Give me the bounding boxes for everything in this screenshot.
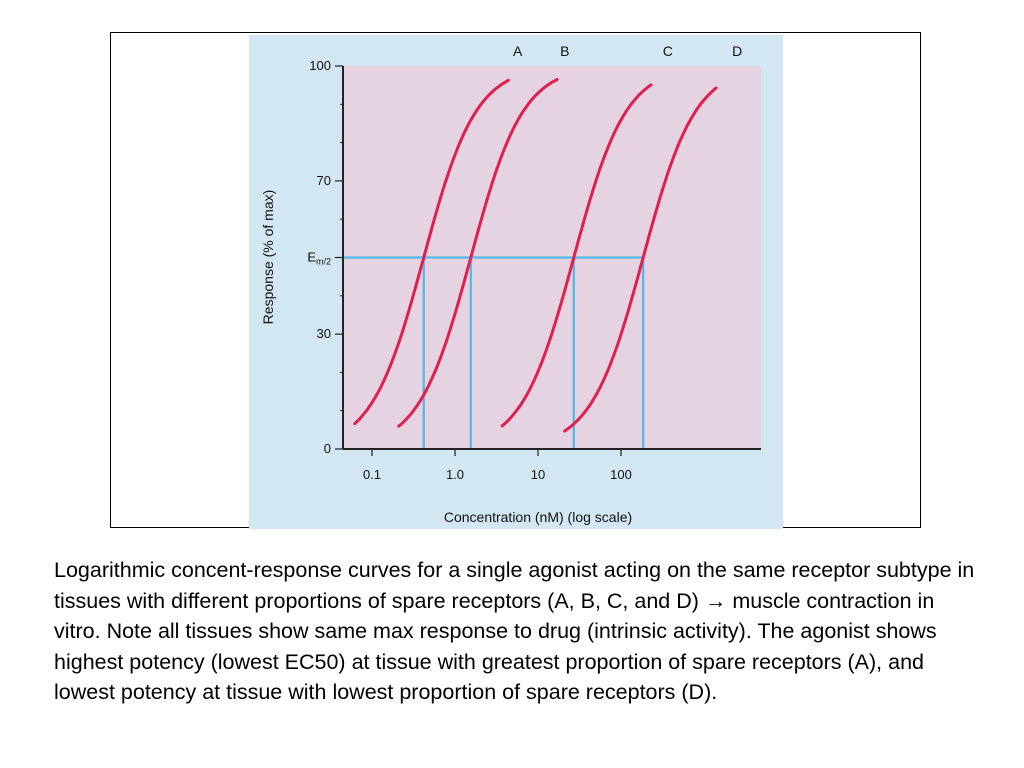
curve-label-d: D bbox=[732, 43, 742, 59]
x-tick-label: 100 bbox=[610, 467, 632, 482]
x-axis-title: Concentration (nM) (log scale) bbox=[444, 509, 632, 525]
curve-c bbox=[500, 83, 653, 428]
curve-d bbox=[563, 86, 718, 433]
y-tick-label: 30 bbox=[317, 326, 331, 341]
y-tick-label: 100 bbox=[309, 58, 331, 73]
x-tick-label: 0.1 bbox=[363, 467, 381, 482]
y-axis-title: Response (% of max) bbox=[260, 190, 276, 325]
curve-label-b: B bbox=[560, 43, 569, 59]
y-ticks: 0 30 Em/2 70 100 bbox=[307, 58, 343, 456]
x-ticks: 0.1 1.0 10 100 bbox=[363, 449, 632, 482]
curve-label-c: C bbox=[663, 43, 673, 59]
figure-frame: 0 30 Em/2 70 100 0.1 1.0 10 100 A B C D Concentrat… bbox=[110, 32, 921, 529]
curve-labels: A B C D bbox=[513, 43, 742, 59]
curve-a bbox=[353, 78, 510, 426]
curve-label-a: A bbox=[513, 43, 523, 59]
curve-b bbox=[397, 78, 559, 428]
curves bbox=[353, 78, 718, 433]
chart: 0 30 Em/2 70 100 0.1 1.0 10 100 A B C D Concentrat… bbox=[249, 35, 783, 529]
y-tick-label: Em/2 bbox=[307, 250, 331, 267]
y-tick-label: 70 bbox=[317, 173, 331, 188]
y-tick-label: 0 bbox=[324, 441, 331, 456]
x-tick-label: 1.0 bbox=[446, 467, 464, 482]
reference-lines bbox=[343, 256, 645, 449]
figure-caption: Logarithmic concent-response curves for … bbox=[54, 558, 975, 704]
x-tick-label: 10 bbox=[531, 467, 545, 482]
